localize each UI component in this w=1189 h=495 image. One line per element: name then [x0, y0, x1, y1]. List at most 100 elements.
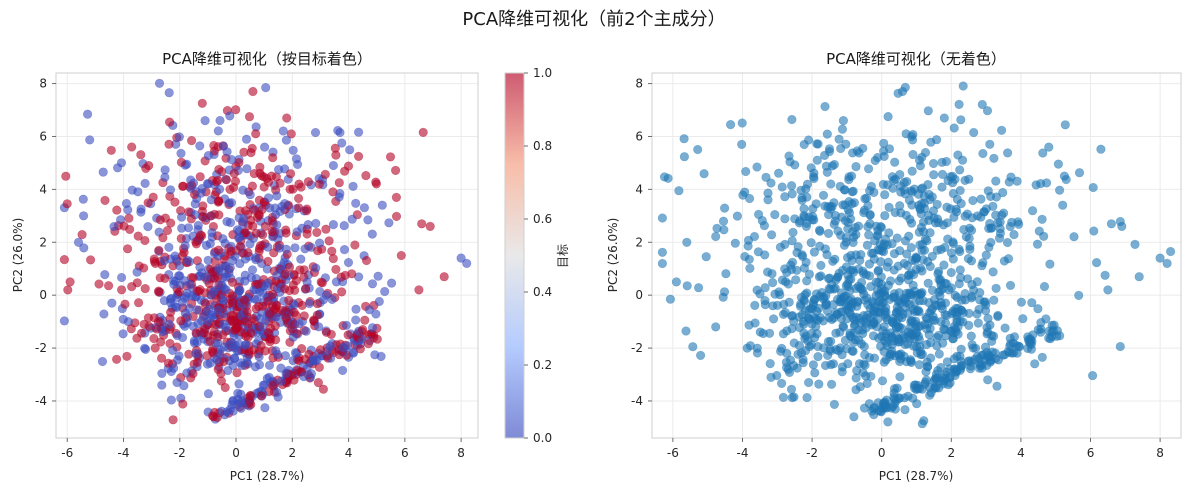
x-tick-label: 6 [401, 446, 409, 460]
x-tick-label: -2 [174, 446, 186, 460]
scatter-point [789, 338, 799, 348]
scatter-point [948, 334, 958, 344]
scatter-point [341, 320, 352, 330]
scatter-point [974, 363, 985, 373]
scatter-point [1038, 148, 1048, 158]
scatter-point [902, 177, 912, 187]
scatter-point [1089, 226, 1099, 236]
scatter-point [462, 258, 472, 269]
scatter-point [78, 211, 89, 221]
scatter-point [804, 269, 815, 279]
scatter-point [207, 310, 217, 320]
scatter-point [303, 220, 313, 230]
scatter-point [197, 98, 207, 108]
scatter-point [755, 327, 765, 337]
scatter-point [281, 313, 291, 323]
scatter-point [826, 379, 837, 389]
colorbar-label: 目标 [556, 244, 570, 268]
scatter-point [1044, 326, 1054, 336]
scatter-point [258, 301, 268, 311]
scatter-point [880, 310, 890, 320]
scatter-point [742, 343, 752, 353]
scatter-point [740, 251, 750, 262]
scatter-point [172, 377, 182, 388]
scatter-point [212, 355, 222, 365]
scatter-point [768, 314, 779, 324]
scatter-point [299, 311, 309, 321]
scatter-point [872, 306, 883, 316]
scatter-point [861, 193, 872, 203]
scatter-point [315, 238, 325, 248]
scatter-point [136, 207, 146, 217]
scatter-point [972, 211, 983, 221]
scatter-point [878, 298, 888, 308]
scatter-point [920, 377, 931, 387]
scatter-point [1005, 280, 1016, 291]
scatter-point [360, 315, 370, 325]
scatter-point [157, 380, 167, 390]
scatter-point [111, 354, 122, 364]
scatter-point [134, 298, 144, 308]
scatter-point [864, 399, 875, 409]
scatter-point [787, 236, 797, 246]
scatter-point [139, 263, 149, 273]
scatter-point [718, 216, 729, 226]
y-tick-label: -2 [631, 341, 643, 355]
scatter-point [983, 350, 994, 360]
scatter-point [337, 138, 347, 148]
scatter-point [869, 317, 879, 327]
scatter-point [946, 267, 956, 278]
scatter-point [876, 257, 886, 267]
scatter-point [143, 198, 153, 208]
scatter-point [818, 190, 829, 200]
scatter-point [177, 297, 187, 307]
scatter-point [1130, 239, 1140, 249]
x-tick-label: -4 [737, 446, 749, 460]
scatter-point [786, 181, 797, 191]
scatter-point [193, 235, 203, 246]
scatter-point [894, 322, 904, 332]
scatter-point [809, 312, 820, 323]
scatter-point [991, 192, 1002, 202]
scatter-point [185, 279, 195, 289]
scatter-point [1044, 142, 1054, 152]
scatter-point [965, 241, 975, 251]
scatter-point [199, 324, 210, 334]
scatter-point [59, 255, 70, 265]
scatter-point [829, 399, 840, 410]
scatter-point [808, 172, 819, 182]
scatter-point [284, 262, 295, 272]
scatter-point [162, 225, 173, 236]
scatter-point [812, 155, 822, 165]
scatter-point [939, 260, 949, 270]
scatter-point [881, 355, 891, 365]
scatter-point [157, 353, 167, 363]
scatter-point [275, 178, 285, 188]
scatter-point [272, 271, 282, 281]
scatter-point [334, 192, 344, 202]
scatter-point [195, 172, 205, 182]
scatter-point [234, 285, 244, 296]
scatter-point [294, 179, 304, 189]
scatter-point [205, 336, 215, 346]
scatter-point [248, 86, 258, 97]
scatter-point [826, 204, 836, 214]
scatter-point [941, 156, 952, 167]
scatter-point [367, 229, 377, 239]
scatter-point [848, 186, 858, 196]
scatter-point [325, 341, 335, 351]
scatter-point [116, 158, 127, 168]
scatter-point [120, 299, 130, 309]
scatter-point [749, 231, 760, 242]
scatter-point [811, 321, 821, 332]
scatter-point [106, 145, 116, 155]
scatter-point [288, 332, 298, 342]
scatter-point [271, 335, 281, 345]
scatter-point [954, 244, 964, 254]
scatter-point [206, 211, 216, 221]
scatter-point [348, 348, 358, 358]
scatter-point [940, 242, 950, 252]
scatter-point [992, 381, 1002, 391]
scatter-point [679, 134, 689, 144]
y-axis-label-uncolored: PC2 (26.0%) [606, 218, 620, 293]
